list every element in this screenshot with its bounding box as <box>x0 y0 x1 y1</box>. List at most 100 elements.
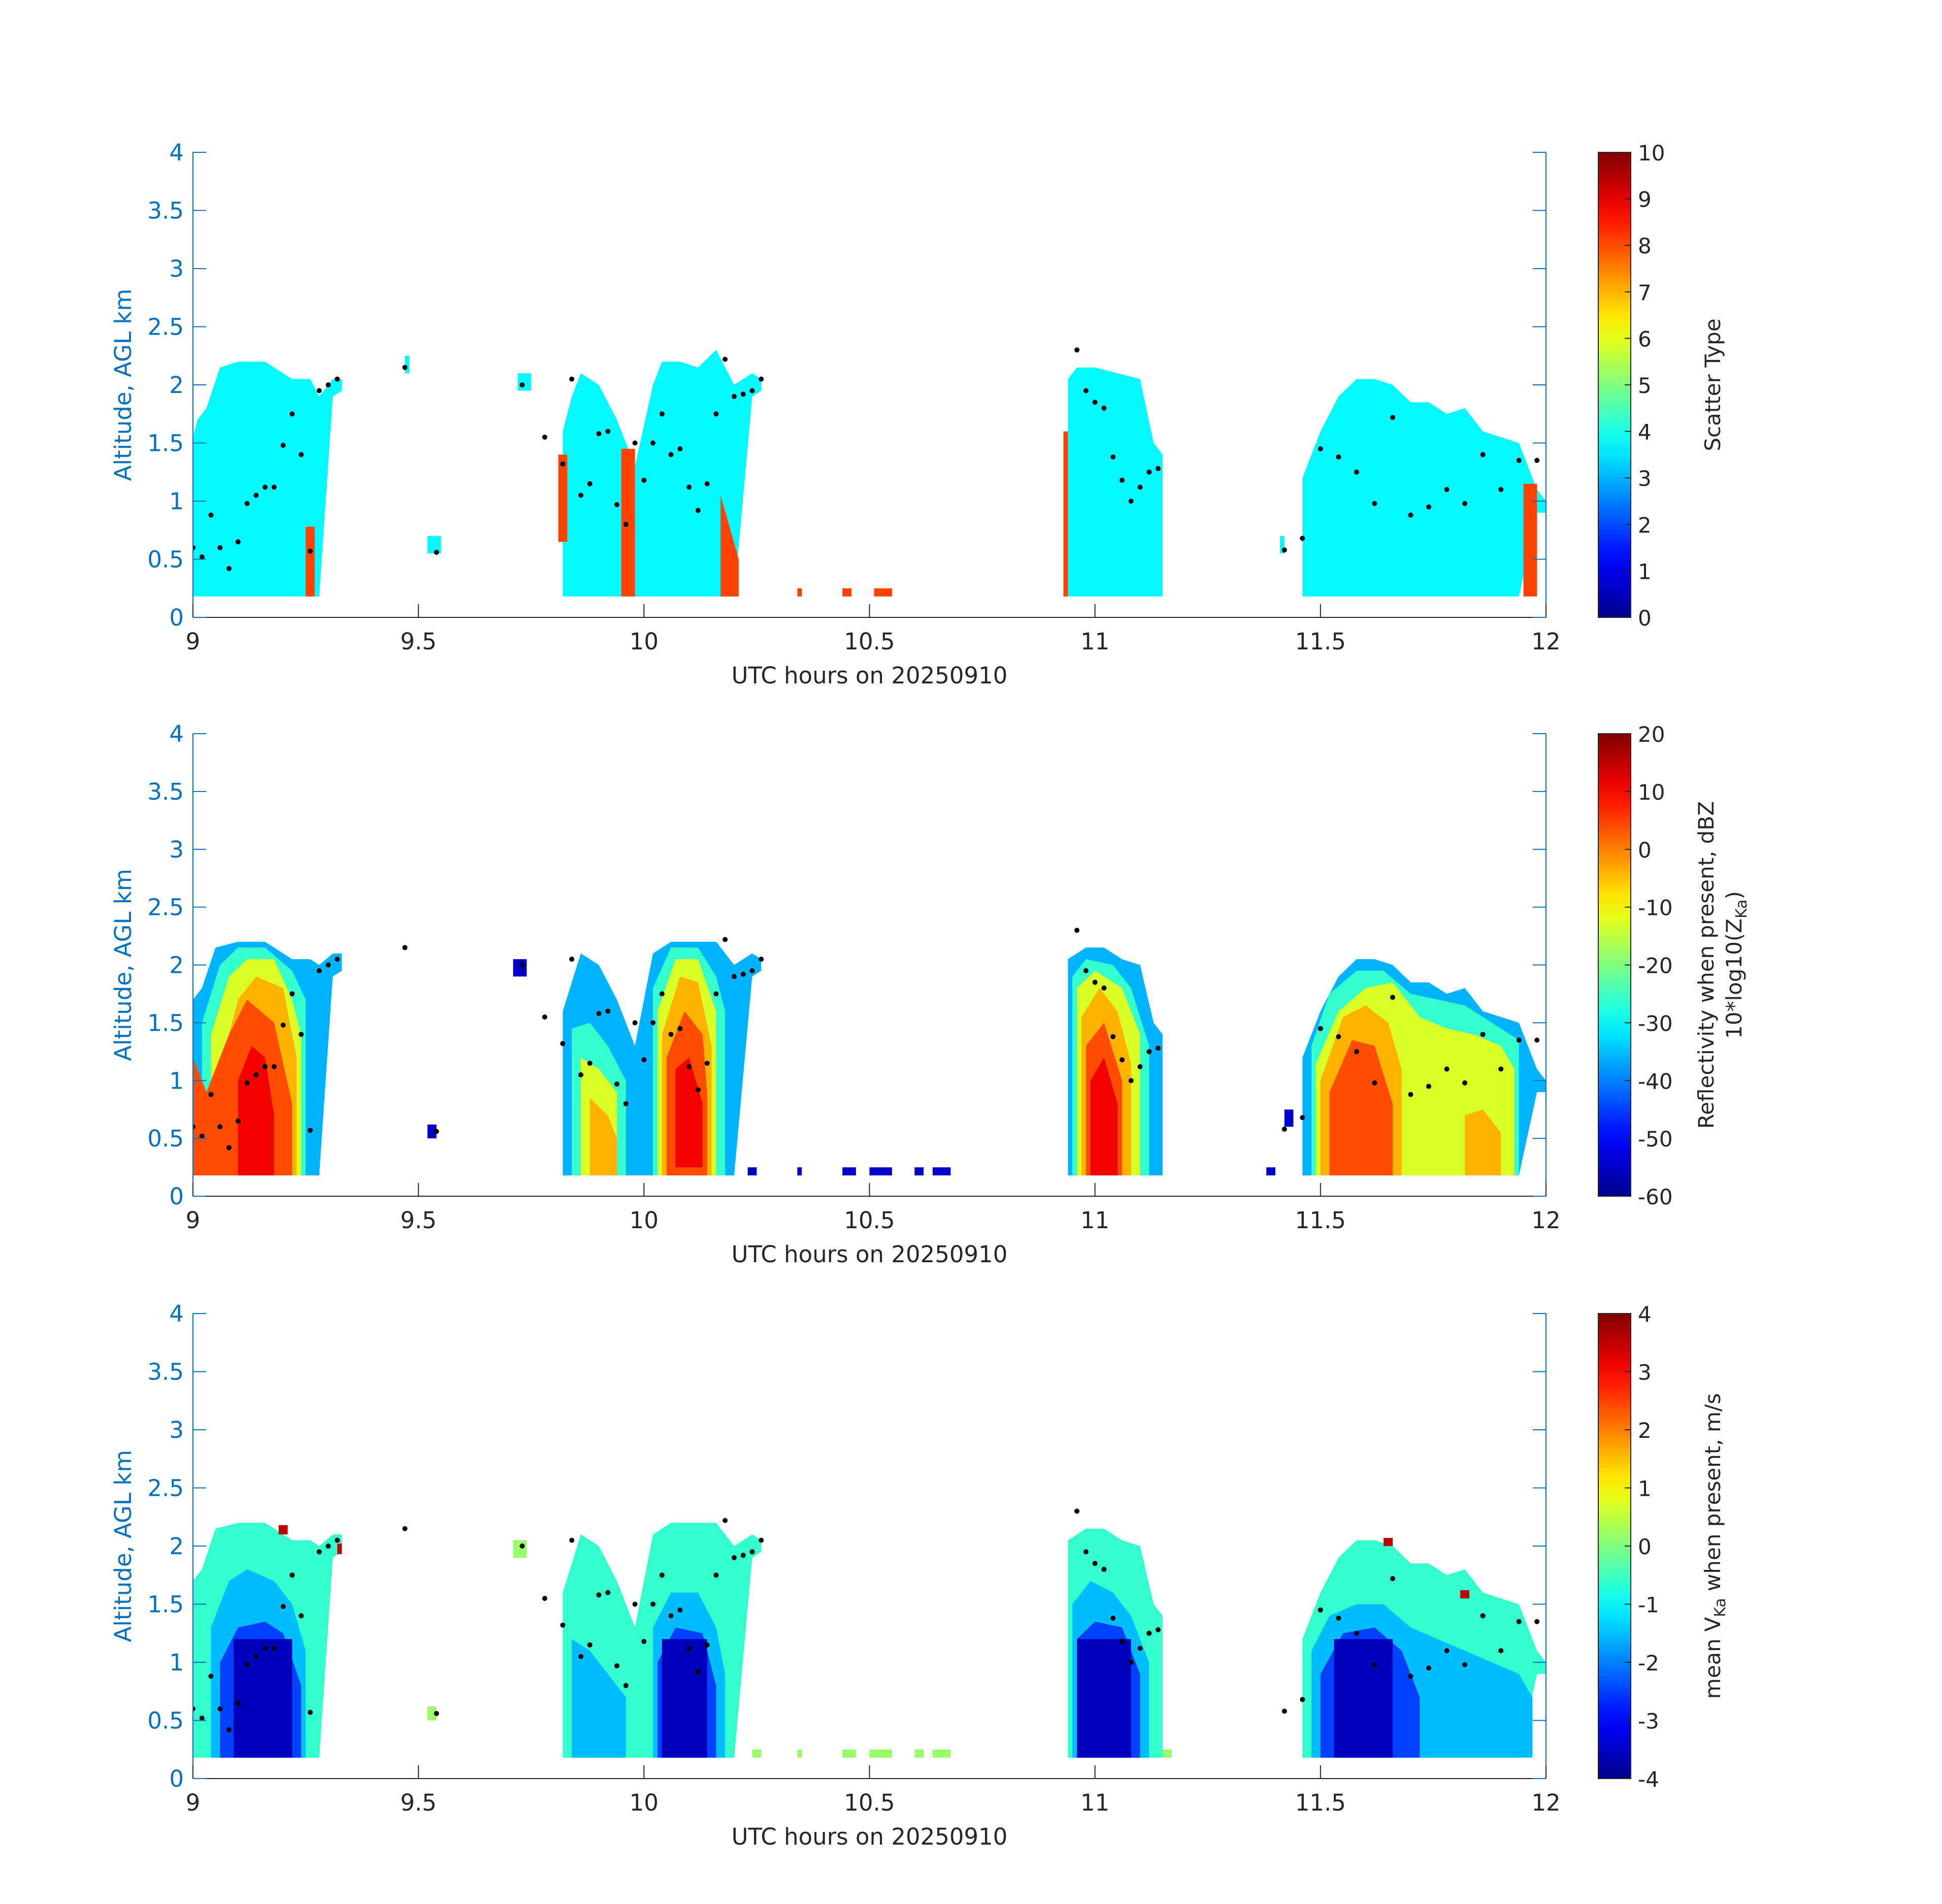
overlay-point <box>614 502 619 507</box>
overlay-point <box>1156 466 1161 471</box>
overlay-point <box>1110 454 1116 459</box>
colorbar-label-text: mean V <box>1700 1617 1725 1699</box>
overlay-point <box>1408 1673 1413 1679</box>
overlay-point <box>659 411 665 417</box>
x-tick-label: 10 <box>630 628 659 655</box>
overlay-point <box>1336 1034 1341 1039</box>
plot-area <box>193 347 1546 597</box>
overlay-point <box>1074 347 1080 353</box>
echo-region <box>797 1167 802 1175</box>
overlay-point <box>659 991 665 997</box>
overlay-point <box>1083 1549 1089 1555</box>
overlay-point <box>1390 415 1395 420</box>
overlay-point <box>325 962 331 968</box>
echo-region <box>869 1749 892 1758</box>
overlay-point <box>596 1011 602 1016</box>
echo-region <box>405 355 410 374</box>
overlay-point <box>1146 1049 1152 1055</box>
echo-region <box>842 1749 856 1758</box>
plot-area <box>193 928 1546 1175</box>
overlay-point <box>1281 1709 1287 1714</box>
colorbar-label-text: when present, m/s <box>1700 1393 1725 1598</box>
echo-region <box>427 1124 437 1139</box>
overlay-point <box>1426 1665 1431 1671</box>
echo-region <box>842 588 851 597</box>
overlay-point <box>704 481 710 486</box>
overlay-point <box>605 1590 611 1595</box>
overlay-point <box>1120 1057 1125 1063</box>
overlay-point <box>402 1526 408 1531</box>
echo-region <box>1329 1040 1393 1175</box>
heatmap-layer-6 <box>238 1045 1118 1175</box>
overlay-point <box>1281 1126 1287 1132</box>
echo-region <box>1068 367 1163 597</box>
overlay-point <box>740 971 746 977</box>
overlay-point <box>244 1080 250 1086</box>
echo-region <box>1063 431 1068 597</box>
x-tick-label: 12 <box>1531 628 1560 655</box>
echo-region <box>513 1540 527 1558</box>
echo-region <box>193 362 342 597</box>
overlay-point <box>1336 454 1341 459</box>
overlay-point <box>713 411 719 417</box>
colorbar-label-subscript: Ka <box>1711 1598 1729 1617</box>
y-tick-label: 0.5 <box>147 1125 184 1152</box>
overlay-point <box>1498 1066 1504 1072</box>
echo-region <box>1465 1109 1501 1175</box>
echo-region <box>621 449 635 597</box>
overlay-point <box>732 974 737 979</box>
overlay-point <box>704 1061 710 1066</box>
overlay-point <box>1156 1045 1161 1051</box>
y-tick-label: 1 <box>169 1649 184 1676</box>
echo-region <box>747 1167 757 1175</box>
heatmap-layer-3 <box>220 1621 1420 1758</box>
overlay-point <box>686 1646 692 1651</box>
overlay-point <box>1083 968 1089 973</box>
echo-region <box>589 1098 617 1175</box>
overlay-point <box>732 393 737 399</box>
colorbar: 0 1 2 3 4 5 6 7 8 9 10 Scatter Type <box>1598 141 1725 631</box>
overlay-point <box>1137 484 1143 490</box>
x-tick-label: 11 <box>1080 628 1109 655</box>
overlay-point <box>1534 457 1540 463</box>
x-tick-label: 10.5 <box>844 1789 895 1816</box>
overlay-point <box>1444 1648 1450 1654</box>
overlay-point <box>519 962 525 968</box>
y-axis-label: Altitude, AGL km <box>110 289 137 481</box>
overlay-point <box>623 1683 629 1688</box>
overlay-point <box>542 435 547 440</box>
overlay-point <box>262 1064 268 1069</box>
colorbar-tick-label: 5 <box>1638 373 1652 398</box>
overlay-point <box>244 1662 250 1667</box>
overlay-point <box>316 388 322 393</box>
overlay-point <box>686 1064 692 1069</box>
overlay-point <box>235 539 241 545</box>
y-tick-label: 1.5 <box>147 430 184 457</box>
overlay-point <box>578 1654 583 1659</box>
colorbar-tick-label: -60 <box>1638 1185 1673 1209</box>
colorbar-label: mean VKa when present, m/s <box>1700 1393 1729 1699</box>
colorbar-tick-label: -50 <box>1638 1127 1673 1152</box>
y-tick-label: 0 <box>169 604 184 631</box>
overlay-point <box>1480 1032 1486 1037</box>
overlay-point <box>253 1654 259 1659</box>
colorbar-tick-label: 7 <box>1638 280 1652 305</box>
echo-region <box>427 536 441 553</box>
y-tick-label: 0.5 <box>147 546 184 573</box>
overlay-point <box>1354 1630 1359 1636</box>
overlay-point <box>335 957 340 962</box>
overlay-point <box>262 484 268 490</box>
colorbar-tick-label: 10 <box>1638 141 1665 166</box>
overlay-point <box>1534 1619 1540 1624</box>
colorbar-tick-label: 6 <box>1638 326 1652 351</box>
echo-region <box>1090 1057 1118 1175</box>
overlay-point <box>1480 1613 1486 1619</box>
echo-region <box>874 588 892 597</box>
overlay-point <box>299 1613 304 1619</box>
y-tick-label: 2.5 <box>147 314 184 341</box>
overlay-point <box>1092 400 1098 405</box>
overlay-point <box>280 443 286 448</box>
overlay-point <box>271 1064 277 1069</box>
colorbar-tick-label: -10 <box>1638 896 1673 921</box>
